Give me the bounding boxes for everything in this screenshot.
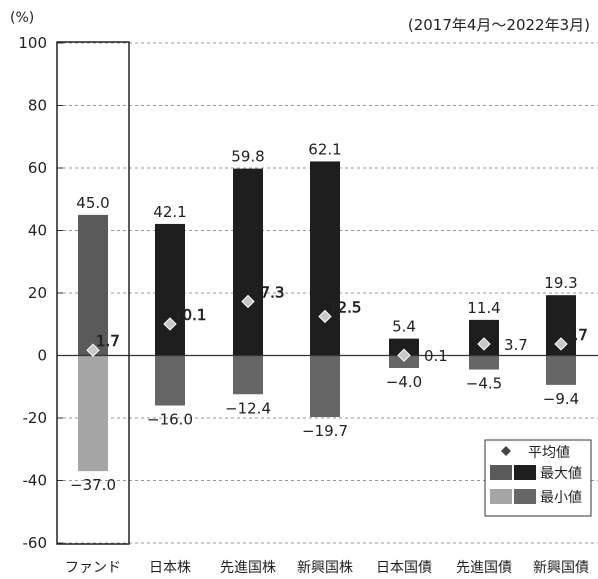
average-markers <box>86 294 568 362</box>
fund-highlight-box <box>56 41 130 545</box>
average-marker <box>477 337 491 351</box>
bar-min <box>469 355 499 370</box>
average-value-label: 17.3 <box>251 283 284 301</box>
legend-max-label: 最大値 <box>540 466 582 482</box>
legend: 平均値 最大値 最小値 <box>484 439 592 517</box>
bar-max <box>310 161 340 356</box>
legend-min-swatch-fund <box>490 489 512 504</box>
max-value-label: 19.3 <box>544 274 577 292</box>
average-value-label: 3.7 <box>504 336 528 354</box>
y-tick-label: -40 <box>23 472 48 490</box>
bar-min <box>310 355 340 418</box>
max-value-label: 11.4 <box>467 299 500 317</box>
y-tick-label: 20 <box>28 284 47 302</box>
x-category-label: 新興国株 <box>297 560 353 576</box>
y-tick-label: 100 <box>18 34 47 52</box>
min-value-label: −16.0 <box>147 411 193 429</box>
min-value-label: −9.4 <box>543 390 579 408</box>
x-category-label: 先進国債 <box>456 560 512 576</box>
legend-min-label: 最小値 <box>540 490 582 506</box>
min-value-label: −19.7 <box>302 422 348 440</box>
x-category-label: ファンド <box>65 560 121 576</box>
legend-avg-marker <box>501 446 511 456</box>
min-value-label: −4.0 <box>386 373 422 391</box>
y-unit-label: (%) <box>10 10 34 26</box>
average-value-label: 3.7 <box>564 326 588 344</box>
x-category-label: 日本国債 <box>376 560 432 576</box>
average-marker <box>397 348 411 362</box>
average-value-label: 10.1 <box>173 306 206 324</box>
legend-avg-label: 平均値 <box>528 445 570 461</box>
min-value-label: −4.5 <box>466 375 502 393</box>
data-labels: 45.0 −37.0 1.7 42.1 −16.0 10.1 59.8 −12.4 17.3 62… <box>70 140 588 494</box>
y-tick-label: 80 <box>28 97 47 115</box>
bar-min <box>546 355 576 385</box>
bar-min <box>78 355 108 472</box>
average-marker <box>241 294 255 309</box>
bar-min <box>155 355 185 406</box>
average-marker <box>554 337 568 351</box>
max-value-label: 45.0 <box>76 194 109 212</box>
bars <box>78 161 576 472</box>
bar-max <box>233 168 263 356</box>
bar-max <box>389 338 419 356</box>
max-value-label: 42.1 <box>153 203 186 221</box>
average-value-label: 1.7 <box>96 332 120 350</box>
x-category-label: 日本株 <box>149 560 191 576</box>
period-label: (2017年4月～2022年3月) <box>408 16 590 34</box>
y-tick-label: 60 <box>28 159 47 177</box>
y-tick-label: 40 <box>28 222 47 240</box>
max-value-label: 5.4 <box>392 318 416 336</box>
y-tick-labels: 100 80 60 40 20 0 -20 -40 -60 <box>18 34 47 552</box>
max-value-label: 59.8 <box>231 148 264 166</box>
bar-max <box>155 223 185 356</box>
x-category-label: 先進国株 <box>220 560 276 576</box>
max-value-label: 62.1 <box>308 140 341 158</box>
legend-max-swatch-fund <box>490 465 512 480</box>
average-marker <box>86 343 100 357</box>
average-value-label: 0.1 <box>424 347 448 365</box>
legend-min-swatch-asset <box>514 489 536 504</box>
y-tick-label: -20 <box>23 409 48 427</box>
average-marker <box>163 317 177 331</box>
x-category-label: 新興国債 <box>533 560 589 576</box>
min-value-label: −12.4 <box>225 399 271 417</box>
y-tick-label: -60 <box>23 534 48 552</box>
bar-min <box>233 355 263 395</box>
min-value-label: −37.0 <box>70 476 116 494</box>
x-tick-labels: ファンド 日本株 先進国株 新興国株 日本国債 先進国債 新興国債 <box>65 560 589 576</box>
average-marker <box>318 309 332 324</box>
legend-max-swatch-asset <box>514 465 536 480</box>
bar-max <box>78 214 108 356</box>
average-value-label: 12.5 <box>328 298 361 316</box>
y-tick-label: 0 <box>37 347 47 365</box>
